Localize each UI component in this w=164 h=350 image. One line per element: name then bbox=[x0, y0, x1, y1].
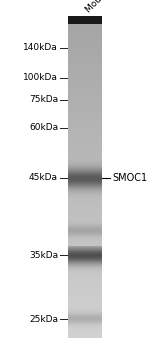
Text: Mouse liver: Mouse liver bbox=[84, 0, 127, 14]
Text: 35kDa: 35kDa bbox=[29, 251, 58, 259]
Text: 100kDa: 100kDa bbox=[23, 74, 58, 83]
Text: 45kDa: 45kDa bbox=[29, 174, 58, 182]
Text: 75kDa: 75kDa bbox=[29, 96, 58, 105]
Text: 60kDa: 60kDa bbox=[29, 124, 58, 133]
Text: 140kDa: 140kDa bbox=[23, 43, 58, 52]
Text: 25kDa: 25kDa bbox=[29, 315, 58, 323]
Text: SMOC1: SMOC1 bbox=[112, 173, 147, 183]
